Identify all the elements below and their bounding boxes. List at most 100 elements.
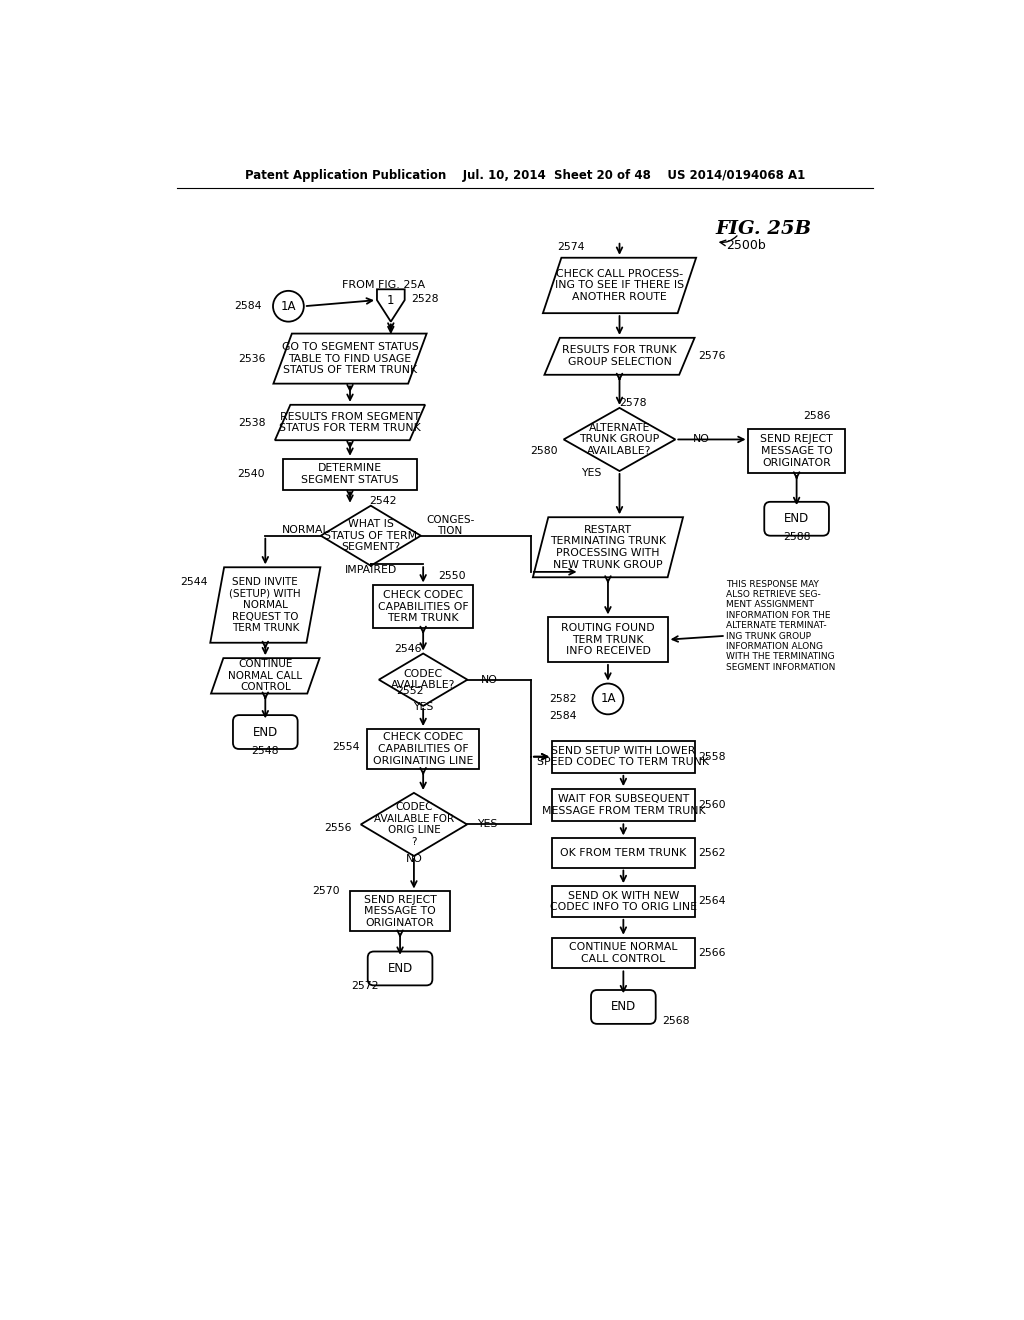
Text: 2544: 2544 [180,577,208,587]
Text: 2546: 2546 [394,644,422,653]
Text: THIS RESPONSE MAY
ALSO RETRIEVE SEG-
MENT ASSIGNMENT
INFORMATION FOR THE
ALTERNA: THIS RESPONSE MAY ALSO RETRIEVE SEG- MEN… [726,579,836,672]
Text: GO TO SEGMENT STATUS
TABLE TO FIND USAGE
STATUS OF TERM TRUNK: GO TO SEGMENT STATUS TABLE TO FIND USAGE… [282,342,419,375]
Text: NO: NO [481,675,498,685]
Text: 2584: 2584 [550,711,578,721]
FancyBboxPatch shape [764,502,829,536]
Text: CODEC
AVAILABLE FOR
ORIG LINE
?: CODEC AVAILABLE FOR ORIG LINE ? [374,803,454,847]
Polygon shape [532,517,683,577]
Text: 2576: 2576 [698,351,726,362]
Circle shape [273,290,304,322]
Text: OK FROM TERM TRUNK: OK FROM TERM TRUNK [560,847,686,858]
Text: 2578: 2578 [620,399,647,408]
Text: 2554: 2554 [332,742,359,752]
Text: RESTART
TERMINATING TRUNK
PROCESSING WITH
NEW TRUNK GROUP: RESTART TERMINATING TRUNK PROCESSING WIT… [550,525,666,570]
Text: 1: 1 [387,293,394,306]
Circle shape [593,684,624,714]
Polygon shape [210,568,321,643]
Text: ROUTING FOUND
TERM TRUNK
INFO RECEIVED: ROUTING FOUND TERM TRUNK INFO RECEIVED [561,623,654,656]
Text: 2586: 2586 [803,412,830,421]
Text: NORMAL: NORMAL [283,524,330,535]
Text: RESULTS FOR TRUNK
GROUP SELECTION: RESULTS FOR TRUNK GROUP SELECTION [562,346,677,367]
Text: END: END [610,1001,636,1014]
Polygon shape [563,408,676,471]
Text: SEND REJECT
MESSAGE TO
ORIGINATOR: SEND REJECT MESSAGE TO ORIGINATOR [760,434,833,467]
Text: 2566: 2566 [698,948,726,958]
FancyBboxPatch shape [591,990,655,1024]
Polygon shape [321,506,421,566]
Text: CONGES-
TION: CONGES- TION [426,515,474,536]
Polygon shape [211,659,319,693]
Text: CODEC
AVAILABLE?: CODEC AVAILABLE? [391,669,456,690]
Text: 2550: 2550 [438,570,466,581]
Polygon shape [360,793,467,857]
Text: SEND OK WITH NEW
CODEC INFO TO ORIG LINE: SEND OK WITH NEW CODEC INFO TO ORIG LINE [550,891,697,912]
Text: 2528: 2528 [412,293,439,304]
Text: IMPAIRED: IMPAIRED [345,565,397,576]
Text: SEND INVITE
(SETUP) WITH
NORMAL
REQUEST TO
TERM TRUNK: SEND INVITE (SETUP) WITH NORMAL REQUEST … [229,577,301,634]
FancyBboxPatch shape [548,618,668,663]
Text: END: END [387,962,413,975]
Text: RESULTS FROM SEGMENT
STATUS FOR TERM TRUNK: RESULTS FROM SEGMENT STATUS FOR TERM TRU… [280,412,421,433]
Text: CHECK CODEC
CAPABILITIES OF
ORIGINATING LINE: CHECK CODEC CAPABILITIES OF ORIGINATING … [373,733,473,766]
FancyBboxPatch shape [368,729,479,770]
Text: 2538: 2538 [238,417,265,428]
Text: 2536: 2536 [238,354,265,363]
Text: CONTINUE
NORMAL CALL
CONTROL: CONTINUE NORMAL CALL CONTROL [228,659,302,693]
Text: 2580: 2580 [530,446,558,455]
Polygon shape [377,289,404,322]
FancyBboxPatch shape [283,459,418,490]
FancyBboxPatch shape [552,886,694,917]
Text: ALTERNATE
TRUNK GROUP
AVAILABLE?: ALTERNATE TRUNK GROUP AVAILABLE? [580,422,659,455]
Polygon shape [545,338,694,375]
Text: 2556: 2556 [324,824,351,833]
FancyBboxPatch shape [373,585,473,628]
Text: YES: YES [477,820,498,829]
Text: 2564: 2564 [698,896,726,907]
Text: 2548: 2548 [252,746,280,756]
Text: 1A: 1A [600,693,615,705]
FancyBboxPatch shape [368,952,432,985]
Polygon shape [543,257,696,313]
Text: NO: NO [692,434,710,445]
FancyBboxPatch shape [749,429,845,474]
Text: 2560: 2560 [698,800,726,810]
Text: END: END [784,512,809,525]
Text: 1A: 1A [281,300,296,313]
Text: WAIT FOR SUBSEQUENT
MESSAGE FROM TERM TRUNK: WAIT FOR SUBSEQUENT MESSAGE FROM TERM TR… [542,795,706,816]
Text: 2552: 2552 [396,686,424,696]
Text: DETERMINE
SEGMENT STATUS: DETERMINE SEGMENT STATUS [301,463,398,484]
Text: WHAT IS
STATUS OF TERM
SEGMENT?: WHAT IS STATUS OF TERM SEGMENT? [325,519,418,552]
Text: CHECK CODEC
CAPABILITIES OF
TERM TRUNK: CHECK CODEC CAPABILITIES OF TERM TRUNK [378,590,468,623]
Text: 2582: 2582 [550,694,578,704]
Text: CONTINUE NORMAL
CALL CONTROL: CONTINUE NORMAL CALL CONTROL [569,942,678,964]
Text: FROM FIG. 25A: FROM FIG. 25A [342,280,425,290]
Text: YES: YES [581,467,601,478]
Text: 2574: 2574 [557,242,585,252]
Text: YES: YES [413,702,433,711]
Text: CHECK CALL PROCESS-
ING TO SEE IF THERE IS
ANOTHER ROUTE: CHECK CALL PROCESS- ING TO SEE IF THERE … [555,269,684,302]
FancyBboxPatch shape [552,789,694,821]
Text: SEND REJECT
MESSAGE TO
ORIGINATOR: SEND REJECT MESSAGE TO ORIGINATOR [364,895,436,928]
Text: 2500b: 2500b [726,239,766,252]
Text: SEND SETUP WITH LOWER
SPEED CODEC TO TERM TRUNK: SEND SETUP WITH LOWER SPEED CODEC TO TER… [538,746,710,767]
Text: 2540: 2540 [238,469,265,479]
FancyBboxPatch shape [350,891,451,932]
Text: 2584: 2584 [233,301,261,312]
FancyBboxPatch shape [552,937,694,969]
Text: NO: NO [406,854,422,865]
Polygon shape [379,653,467,706]
Text: 2562: 2562 [698,847,726,858]
Text: 2558: 2558 [698,751,726,762]
Text: 2542: 2542 [370,496,396,506]
Text: Patent Application Publication    Jul. 10, 2014  Sheet 20 of 48    US 2014/01940: Patent Application Publication Jul. 10, … [245,169,805,182]
Text: 2572: 2572 [351,981,379,991]
Polygon shape [273,334,427,384]
Text: 2570: 2570 [312,887,340,896]
Text: FIG. 25B: FIG. 25B [716,220,812,238]
Polygon shape [274,405,425,441]
Text: 2588: 2588 [783,532,810,543]
FancyBboxPatch shape [552,838,694,867]
FancyBboxPatch shape [233,715,298,748]
Text: 2568: 2568 [662,1016,689,1026]
FancyBboxPatch shape [552,741,694,774]
